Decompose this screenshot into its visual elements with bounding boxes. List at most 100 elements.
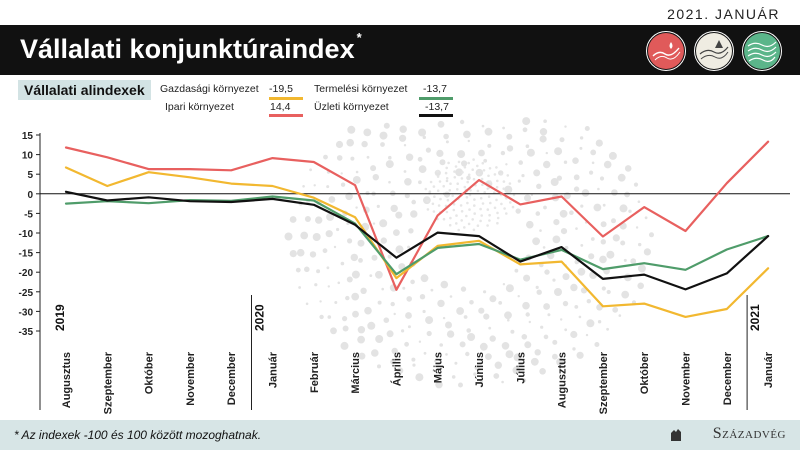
background-dot — [556, 357, 565, 366]
background-dot — [380, 237, 387, 244]
background-dot — [536, 289, 542, 295]
background-dot — [603, 160, 612, 169]
background-dot — [442, 184, 446, 188]
background-dot — [452, 208, 456, 212]
wave-badge-icon — [742, 31, 782, 71]
background-dot — [594, 342, 600, 347]
background-dot — [572, 347, 576, 351]
background-dot — [525, 312, 530, 317]
background-dot — [336, 227, 340, 232]
tree-badge-icon — [694, 31, 734, 71]
background-dot — [476, 189, 480, 193]
background-dot — [524, 194, 531, 202]
background-dot — [439, 343, 444, 347]
background-dot — [360, 287, 367, 294]
background-dot — [426, 330, 432, 337]
y-tick-label: -10 — [19, 229, 34, 240]
background-dot — [545, 151, 548, 155]
background-dot — [423, 351, 427, 355]
background-dot — [372, 174, 379, 181]
background-dot — [468, 193, 472, 197]
background-dot — [440, 280, 449, 289]
background-dot — [461, 171, 464, 174]
background-dot — [514, 268, 519, 273]
background-dot — [402, 286, 406, 290]
background-dot — [403, 170, 407, 173]
background-dot — [399, 134, 407, 142]
background-dot — [584, 126, 590, 131]
background-dot — [466, 201, 469, 205]
background-dot — [345, 295, 350, 301]
background-dot — [620, 240, 626, 246]
background-dot — [572, 157, 579, 164]
background-dot — [496, 216, 500, 220]
background-dot — [577, 267, 586, 276]
background-dot — [569, 210, 574, 215]
background-dot — [471, 168, 475, 171]
background-dot — [445, 177, 449, 180]
background-dot — [483, 191, 487, 194]
background-dot — [418, 165, 427, 174]
year-label: 2020 — [253, 304, 267, 331]
background-dot — [445, 210, 449, 214]
legend-swatch-termelesi — [419, 97, 453, 100]
background-dot — [433, 195, 436, 198]
y-tick-label: -25 — [19, 288, 34, 299]
x-tick-label: December — [226, 351, 238, 405]
background-dot — [552, 339, 558, 345]
background-dot — [357, 326, 366, 334]
background-dot — [388, 155, 392, 160]
background-dot — [533, 169, 541, 177]
background-dot — [576, 351, 584, 359]
background-dot — [425, 316, 434, 325]
background-dot — [376, 204, 380, 208]
background-dot — [504, 311, 512, 320]
legend-label-gazdasagi: Gazdasági környezet — [160, 83, 259, 95]
background-dot — [364, 306, 372, 315]
background-dot — [483, 290, 487, 294]
background-dot — [467, 173, 471, 177]
background-dot — [388, 180, 391, 184]
background-dot — [449, 295, 453, 298]
background-dot — [393, 229, 400, 237]
background-dot — [426, 208, 430, 211]
background-dot — [476, 164, 479, 168]
background-dot — [505, 284, 514, 293]
background-dot — [512, 366, 521, 375]
background-dot — [352, 176, 361, 184]
background-dot — [581, 189, 590, 197]
background-dot — [458, 382, 463, 388]
background-dot — [426, 199, 429, 203]
background-dot — [621, 290, 630, 299]
background-dot — [476, 224, 480, 227]
background-dot — [319, 314, 324, 320]
background-dot — [570, 330, 578, 339]
background-dot — [375, 270, 383, 279]
background-dot — [327, 315, 332, 319]
background-dot — [284, 232, 293, 241]
background-dot — [560, 228, 568, 235]
y-tick-label: 10 — [22, 151, 34, 162]
background-dot — [358, 258, 363, 263]
background-dot — [637, 282, 644, 290]
background-dot — [442, 217, 446, 221]
background-dot — [502, 187, 506, 190]
background-dot — [552, 235, 561, 244]
background-dot — [562, 273, 570, 281]
background-dot — [453, 176, 457, 179]
background-dot — [543, 303, 550, 310]
background-dot — [456, 307, 464, 315]
background-dot — [396, 367, 404, 375]
background-dot — [333, 245, 337, 249]
background-dot — [431, 202, 435, 206]
background-dot — [488, 326, 492, 330]
background-dot — [580, 244, 584, 247]
date-label: 2021. JANUÁR — [667, 6, 780, 22]
background-dot — [351, 292, 360, 301]
background-dot — [493, 206, 497, 210]
background-dot — [315, 216, 323, 224]
background-dot — [479, 342, 488, 351]
legend-swatch-gazdasagi — [269, 97, 303, 100]
background-dot — [312, 233, 321, 241]
background-dot — [325, 230, 333, 238]
